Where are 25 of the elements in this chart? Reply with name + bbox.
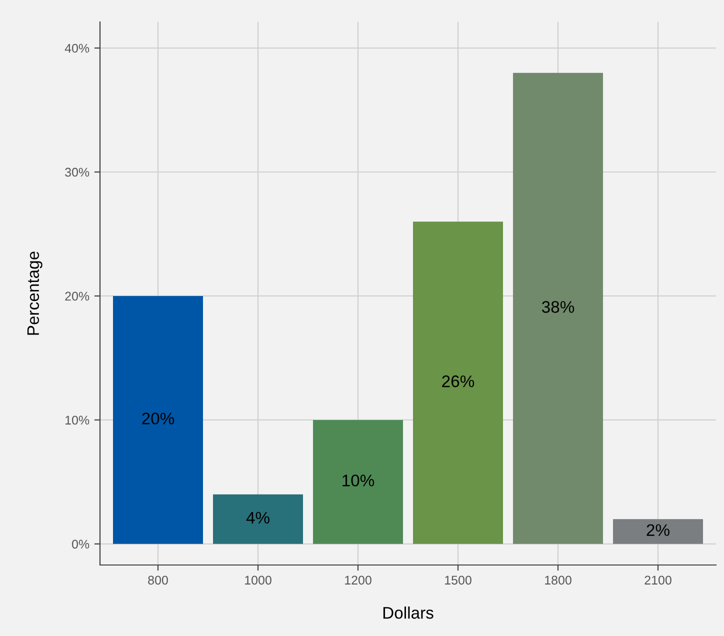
data-label: 26% <box>442 375 474 388</box>
x-tick-label: 1800 <box>545 576 572 585</box>
bar <box>113 296 203 544</box>
x-tick-label: 1500 <box>445 576 472 585</box>
data-label: 4% <box>246 512 270 524</box>
y-tick-label: 40% <box>64 44 90 53</box>
x-tick-label: 2100 <box>644 576 672 585</box>
bar <box>313 420 403 544</box>
data-label: 10% <box>342 474 374 486</box>
x-tick-label: 800 <box>148 576 168 585</box>
bar <box>213 494 303 544</box>
y-axis-title: Percentage <box>27 252 42 335</box>
bar <box>613 519 703 544</box>
y-tick-label: 0% <box>72 540 90 549</box>
x-tick-label: 1000 <box>245 576 272 585</box>
y-tick-label: 30% <box>65 168 90 177</box>
y-tick-label: 10% <box>66 416 90 425</box>
bar <box>413 222 503 544</box>
data-label: 20% <box>142 412 174 424</box>
x-tick-label: 1200 <box>345 576 372 585</box>
bar <box>513 72 603 544</box>
x-axis-title: Dollars <box>383 606 434 619</box>
data-label: 2% <box>646 524 670 536</box>
data-label: 38% <box>542 301 574 313</box>
y-tick-label: 20% <box>65 292 90 301</box>
